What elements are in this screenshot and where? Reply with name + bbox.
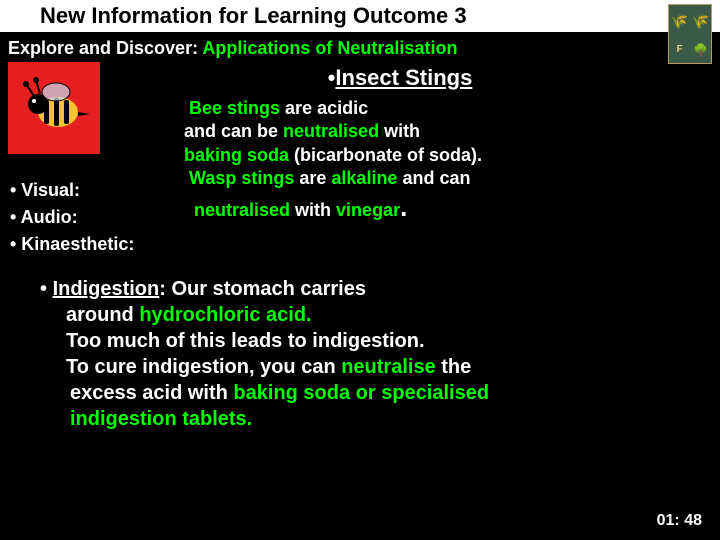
txt: and can [402,168,470,188]
sting-paragraph: Bee stings are acidic and can be neutral… [180,97,710,258]
vak-audio: • Audio: [10,204,180,231]
school-logo: 🌾 🌾 F 🌳 [668,4,712,64]
subheading: Explore and Discover: Applications of Ne… [0,32,720,61]
logo-bottom-row: F 🌳 [669,37,711,63]
baking-soda-label: baking soda [184,145,294,165]
bullet-icon: • [40,278,53,300]
vak-visual: • Visual: [10,177,180,204]
ind-line-5: excess acid with baking soda or speciali… [40,380,700,406]
ind-line-3: Too much of this leads to indigestion. [40,328,700,354]
neutralise-label: neutralise [341,356,441,378]
txt: with [295,200,336,220]
logo-top-row: 🌾 🌾 [669,5,711,37]
vinegar-label: vinegar [336,200,400,220]
page-title: New Information for Learning Outcome 3 [40,3,467,29]
bee-image [8,62,100,154]
baking-soda-alt-label: baking soda or specialised [233,382,489,404]
txt: with [384,121,420,141]
logo-letter-f: F [669,37,690,63]
wheat-icon: 🌾 [669,5,690,37]
ind-line-6: indigestion tablets. [40,406,700,432]
indigestion-heading: Indigestion [53,278,160,300]
sting-line-2: and can be neutralised with [184,120,710,143]
ind-line-4: To cure indigestion, you can neutralise … [40,354,700,380]
txt: Too much of this leads to indigestion. [66,330,425,352]
sting-line-3: baking soda (bicarbonate of soda). [184,144,710,167]
ind-line-1: • Indigestion: Our stomach carries [40,276,700,302]
hydrochloric-label: hydrochloric acid. [139,304,311,326]
sting-line-5: neutralised with vinegar. [184,191,710,225]
alkaline-label: alkaline [331,168,402,188]
tree-icon: 🌳 [690,37,711,63]
txt: the [441,356,471,378]
sting-line-4: Wasp stings are alkaline and can [184,167,710,190]
tablets-label: indigestion tablets. [70,408,252,430]
txt: around [66,304,139,326]
explore-label: Explore and Discover: [8,38,198,58]
txt: excess acid with [70,382,233,404]
applications-label: Applications of Neutralisation [198,38,457,58]
header-band: New Information for Learning Outcome 3 [0,0,720,32]
vak-kinaesthetic: • Kinaesthetic: [10,231,180,258]
sting-line-1: Bee stings are acidic [184,97,710,120]
wheat-icon: 🌾 [690,5,711,37]
ind-line-2: around hydrochloric acid. [40,302,700,328]
neutralised-label: neutralised [189,200,295,220]
timestamp: 01: 48 [657,512,702,530]
indigestion-paragraph: • Indigestion: Our stomach carries aroun… [0,258,720,432]
bee-stings-label: Bee stings [189,98,285,118]
txt: and can be [184,121,283,141]
txt: : Our stomach carries [159,278,366,300]
bee-icon [14,68,94,148]
txt: are [299,168,331,188]
body-row: • Visual: • Audio: • Kinaesthetic: Bee s… [0,97,720,258]
insect-stings-text: Insect Stings [335,65,472,90]
insect-stings-heading: •Insect Stings [80,61,720,97]
period: . [400,192,407,222]
txt: (bicarbonate of soda). [294,145,482,165]
wasp-stings-label: Wasp stings [189,168,299,188]
acidic-label: are acidic [285,98,368,118]
txt: To cure indigestion, you can [66,356,341,378]
neutralised-label: neutralised [283,121,384,141]
